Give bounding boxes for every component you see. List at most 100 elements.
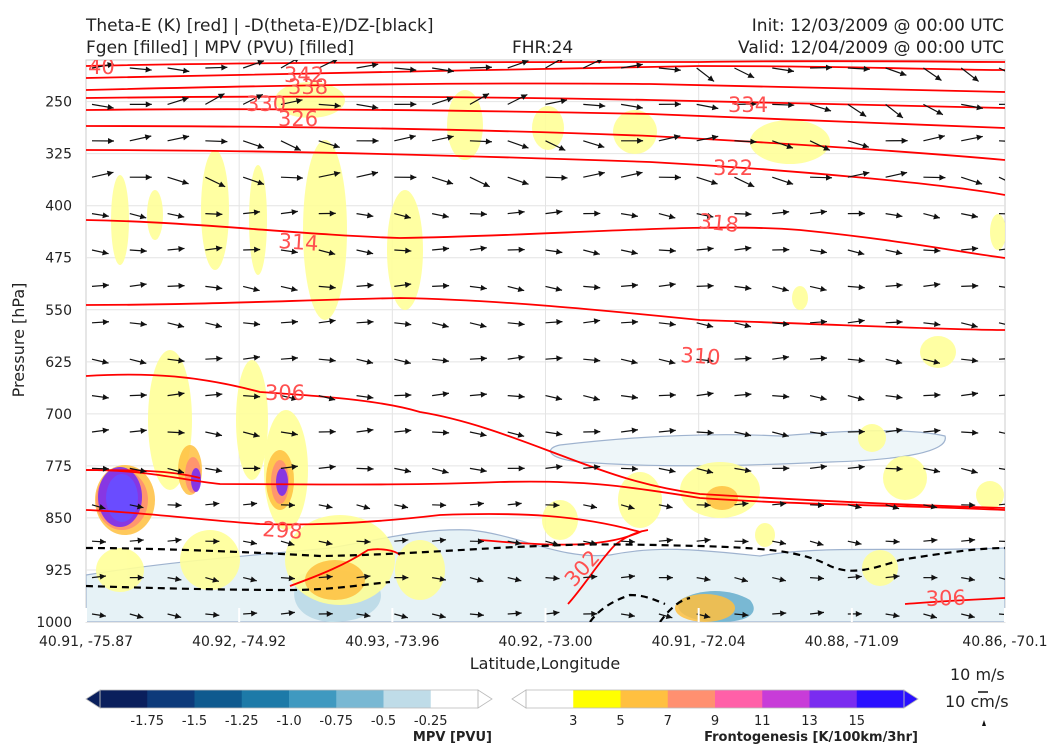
wind-arrow-head — [326, 573, 333, 580]
wind-arrow-head — [855, 573, 862, 580]
contour-label-322: 322 — [713, 156, 753, 180]
wind-arrow-head — [820, 248, 827, 255]
contour-label-334: 334 — [728, 93, 768, 117]
wind-arrow-head — [518, 209, 525, 216]
wind-arrow-shaft — [998, 285, 1005, 288]
wind-arrow-head — [447, 67, 454, 74]
wind-arrow-head — [250, 501, 258, 507]
wind-arrow-head — [747, 181, 755, 187]
wind-arrow-head — [896, 111, 903, 118]
colorbar-tick-label: 9 — [711, 714, 719, 729]
wind-arrow-head — [971, 245, 979, 252]
wind-arrow-head — [862, 170, 870, 177]
forecast-hour: FHR:24 — [512, 38, 573, 58]
wind-arrow-head — [372, 137, 379, 144]
wind-arrow-head — [750, 138, 757, 145]
colorbar-tick-label: -1.0 — [276, 714, 301, 729]
wind-arrow-head — [782, 393, 790, 400]
wind-arrow-head — [442, 357, 450, 364]
wind-arrow-head — [1009, 322, 1016, 328]
wind-arrow-head — [178, 429, 185, 436]
wind-arrow-head — [514, 539, 522, 546]
wind-arrow-head — [742, 611, 749, 618]
wind-arrow-head — [968, 576, 975, 582]
wind-arrow-head — [404, 358, 411, 365]
wind-arrow-head — [938, 134, 945, 141]
wind-arrow-head — [933, 321, 941, 328]
wind-arrow-head — [933, 213, 940, 220]
wind-arrow-head — [402, 537, 409, 544]
wind-arrow-head — [820, 355, 827, 362]
ref-vector-horizontal-label: 10 m/s — [950, 665, 1005, 684]
wind-arrow-head — [253, 354, 261, 361]
wind-arrow-head — [217, 93, 225, 100]
wind-arrow-head — [598, 170, 605, 177]
wind-arrow-head — [515, 610, 522, 617]
wind-arrow-head — [215, 322, 222, 329]
wind-arrow-head — [442, 429, 450, 436]
wind-arrow-head — [178, 282, 185, 289]
wind-arrow-head — [710, 179, 718, 185]
colorbar-tick-label: 11 — [754, 714, 771, 729]
wind-arrow-head — [783, 465, 790, 472]
wind-arrow-head — [409, 134, 416, 141]
wind-arrow-head — [291, 319, 298, 326]
colorbar-extend-max — [477, 689, 493, 709]
wind-arrow-head — [594, 428, 601, 435]
wind-arrow-head — [218, 181, 226, 187]
contour-label-314: 314 — [278, 229, 320, 256]
plot-content: 40 342 338 334 330 326 322 318 314 310 3… — [86, 60, 1016, 622]
colorbar-segment — [809, 690, 858, 708]
wind-arrow-head — [628, 538, 636, 545]
chart-title-line2: Fgen [filled] | MPV (PVU) [filled] — [86, 38, 354, 58]
wind-arrow-head — [99, 538, 106, 545]
wind-arrow-head — [631, 282, 639, 289]
colorbar-segment — [289, 690, 337, 708]
wind-arrow-shaft — [998, 322, 1005, 325]
wind-arrow-head — [899, 70, 907, 77]
y-axis-label: Pressure [hPa] — [9, 283, 28, 398]
wind-arrow-head — [477, 538, 484, 545]
wind-arrow-head — [140, 281, 147, 288]
wind-arrow-head — [325, 503, 333, 510]
colorbar-segment — [620, 690, 669, 708]
wind-arrow-head — [972, 429, 979, 436]
wind-arrow-head — [704, 537, 711, 544]
wind-arrow-head — [107, 104, 114, 111]
colorbar-tick-label: -1.5 — [182, 714, 207, 729]
wind-arrow-head — [250, 610, 258, 617]
wind-arrow-head — [669, 281, 676, 288]
wind-arrow-head — [1007, 538, 1013, 544]
wind-arrow-head — [969, 502, 976, 509]
wind-arrow-head — [817, 575, 825, 582]
ref-vector-vertical-arrow — [982, 720, 986, 726]
wind-arrow-head — [253, 431, 260, 438]
wind-arrow-head — [975, 179, 983, 186]
wind-arrow-head — [333, 142, 340, 149]
wind-arrow-head — [779, 539, 786, 546]
wind-arrow-head — [404, 281, 412, 288]
theta-e-contour-labels: 40 342 338 334 330 326 322 318 314 310 3… — [88, 60, 966, 611]
y-axis-ticks: 250 325 400 475 550 625 700 775 850 925 1000 — [36, 95, 72, 631]
wind-arrow-head — [291, 464, 298, 470]
wind-arrow-head — [216, 391, 223, 398]
wind-arrow-head — [402, 574, 409, 581]
wind-arrow-head — [326, 610, 333, 617]
wind-arrow-head — [560, 98, 568, 105]
colorbar-segment — [762, 690, 810, 708]
wind-arrow-head — [514, 576, 522, 583]
wind-arrow-head — [257, 60, 264, 66]
wind-arrow-head — [480, 245, 487, 252]
y-tick-label: 775 — [45, 459, 72, 475]
wind-arrow-shaft — [998, 248, 1005, 251]
wind-arrow-head — [857, 395, 865, 402]
wind-arrow-head — [666, 503, 673, 510]
wind-arrow-head — [558, 145, 566, 151]
y-tick-label: 700 — [45, 407, 72, 423]
wind-arrow-head — [371, 170, 379, 177]
wind-arrow-head — [933, 281, 941, 288]
ref-vector-vertical-label: 10 cm/s — [945, 692, 1009, 711]
wind-arrow-head — [480, 211, 487, 218]
wind-arrow-head — [786, 143, 794, 149]
